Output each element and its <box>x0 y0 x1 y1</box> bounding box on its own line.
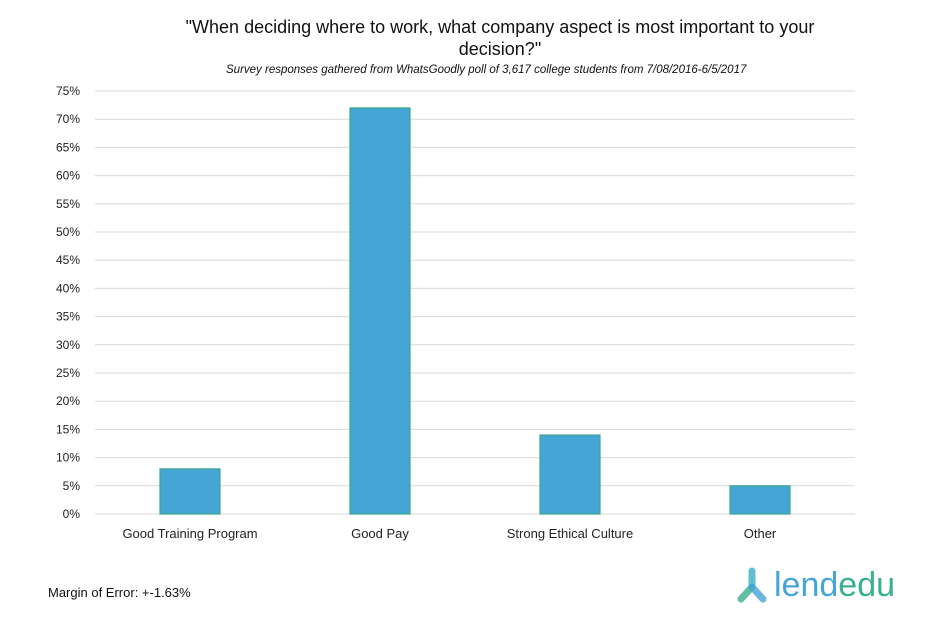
y-tick-label: 75% <box>56 84 80 98</box>
x-tick-label: Good Pay <box>351 526 409 541</box>
y-tick-label: 10% <box>56 451 80 465</box>
bar <box>349 107 411 515</box>
y-tick-label: 40% <box>56 281 80 295</box>
y-tick-label: 35% <box>56 310 80 324</box>
x-tick-label: Strong Ethical Culture <box>507 526 633 541</box>
y-tick-label: 0% <box>63 507 81 521</box>
logo-text-lend: lend <box>774 566 839 604</box>
x-tick-label: Other <box>744 526 777 541</box>
y-tick-label: 5% <box>63 479 81 493</box>
bar <box>539 434 601 515</box>
lendedu-logo: lendedu <box>736 565 895 605</box>
y-tick-label: 50% <box>56 225 80 239</box>
y-tick-label: 15% <box>56 422 80 436</box>
logo-person-icon <box>737 567 767 603</box>
bar <box>159 468 221 515</box>
y-tick-label: 30% <box>56 338 80 352</box>
bar <box>729 485 791 515</box>
chart-title: "When deciding where to work, what compa… <box>185 17 815 59</box>
logo-text-edu: edu <box>838 566 896 604</box>
y-tick-label: 65% <box>56 140 80 154</box>
y-tick-label: 55% <box>56 197 80 211</box>
margin-of-error: Margin of Error: +-1.63% <box>48 585 191 600</box>
y-tick-label: 70% <box>56 112 80 126</box>
y-tick-label: 45% <box>56 253 80 267</box>
y-tick-label: 60% <box>56 169 80 183</box>
x-tick-label: Good Training Program <box>122 526 257 541</box>
chart-subtitle: Survey responses gathered from WhatsGood… <box>226 64 747 76</box>
y-tick-label: 20% <box>56 394 80 408</box>
y-tick-label: 25% <box>56 366 80 380</box>
